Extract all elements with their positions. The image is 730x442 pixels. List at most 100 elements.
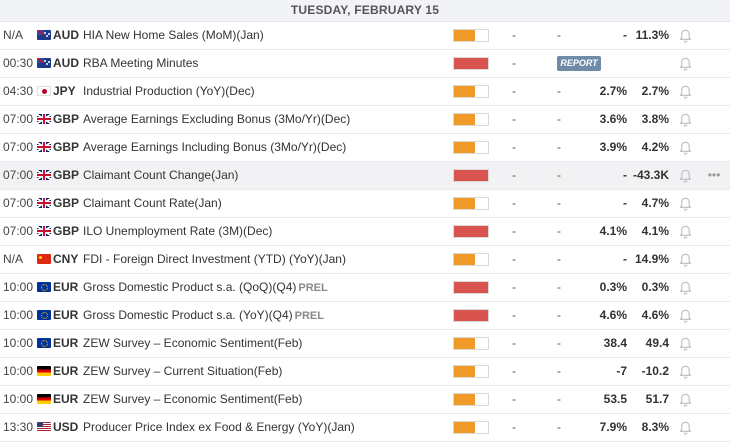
gb-flag-icon: [37, 198, 51, 208]
event-title[interactable]: ZEW Survey – Current Situation(Feb): [83, 358, 443, 385]
event-title-text: Industrial Production (YoY)(Dec): [83, 84, 255, 98]
event-row[interactable]: 10:00 EUR ZEW Survey – Economic Sentiment(…: [0, 330, 730, 358]
bell-icon[interactable]: [679, 169, 693, 183]
event-time: 13:30: [3, 420, 34, 434]
event-consensus: 4.7%: [641, 196, 669, 210]
event-title-text: RBA Meeting Minutes: [83, 56, 199, 70]
event-forecast: -: [557, 280, 561, 294]
event-title[interactable]: Average Earnings Excluding Bonus (3Mo/Yr…: [83, 106, 443, 133]
us-flag-icon: [37, 422, 51, 432]
event-row[interactable]: N/A CNY FDI - Foreign Direct Investment (Y…: [0, 246, 730, 274]
event-consensus: 49.4: [645, 336, 669, 350]
bell-icon[interactable]: [679, 197, 693, 211]
event-title[interactable]: Average Earnings Including Bonus (3Mo/Yr…: [83, 134, 443, 161]
bell-icon[interactable]: [679, 113, 693, 127]
event-title[interactable]: FDI - Foreign Direct Investment (YTD) (Y…: [83, 246, 443, 273]
impact-bar: [453, 85, 489, 98]
event-row[interactable]: 07:00 GBP ILO Unemployment Rate (3M)(Dec) -…: [0, 218, 730, 246]
event-title[interactable]: ZEW Survey – Economic Sentiment(Feb): [83, 330, 443, 357]
event-currency: EUR: [53, 308, 79, 322]
impact-bar-fill: [454, 394, 476, 405]
event-title[interactable]: ILO Unemployment Rate (3M)(Dec): [83, 218, 443, 245]
event-row[interactable]: 10:00 EUR ZEW Survey – Economic Sentiment(…: [0, 386, 730, 414]
bell-icon[interactable]: [679, 281, 693, 295]
bell-icon[interactable]: [679, 141, 693, 155]
event-previous: 38.4: [603, 336, 627, 350]
event-time: 07:00: [3, 168, 34, 182]
bell-icon[interactable]: [679, 365, 693, 379]
event-previous: 4.6%: [599, 308, 627, 322]
event-consensus: -10.2: [641, 364, 669, 378]
event-previous: 7.9%: [599, 420, 627, 434]
more-dots-icon[interactable]: •••: [707, 168, 721, 182]
event-currency: CNY: [53, 252, 79, 266]
event-row[interactable]: 10:00 EUR ZEW Survey – Current Situation(F…: [0, 358, 730, 386]
event-actual: -: [512, 56, 516, 70]
event-time: 07:00: [3, 140, 34, 154]
bell-icon[interactable]: [679, 85, 693, 99]
bell-icon[interactable]: [679, 57, 693, 71]
event-title[interactable]: Claimant Count Change(Jan): [83, 162, 443, 189]
event-forecast: -: [557, 140, 561, 154]
event-title[interactable]: RBA Meeting Minutes: [83, 50, 443, 77]
event-row[interactable]: 10:00 EUR Gross Domestic Product s.a. (QoQ…: [0, 274, 730, 302]
event-title[interactable]: Producer Price Index ex Food & Energy (Y…: [83, 414, 443, 441]
event-time: 07:00: [3, 196, 34, 210]
de-flag-icon: [37, 366, 51, 376]
event-title[interactable]: Gross Domestic Product s.a. (QoQ)(Q4) PRE…: [83, 274, 443, 301]
event-consensus: -43.3K: [632, 168, 669, 182]
event-row[interactable]: 07:00 GBP Claimant Count Rate(Jan) - - -4.7%: [0, 190, 730, 218]
report-button[interactable]: REPORT: [557, 56, 601, 71]
event-title[interactable]: Gross Domestic Product s.a. (YoY)(Q4) PRE…: [83, 302, 443, 329]
impact-bar: [453, 225, 489, 238]
gb-flag-icon: [37, 226, 51, 236]
impact-bar: [453, 253, 489, 266]
event-actual: -: [512, 336, 516, 350]
bell-icon[interactable]: [679, 253, 693, 267]
event-forecast: -: [557, 196, 561, 210]
bell-icon[interactable]: [679, 421, 693, 435]
event-previous: -: [623, 28, 627, 42]
bell-icon[interactable]: [679, 337, 693, 351]
event-row[interactable]: 04:30 JPY Industrial Production (YoY)(Dec)…: [0, 78, 730, 106]
bell-icon[interactable]: [679, 225, 693, 239]
event-actual: -: [512, 308, 516, 322]
event-title[interactable]: Claimant Count Rate(Jan): [83, 190, 443, 217]
event-consensus: 4.1%: [641, 224, 669, 238]
event-previous: 0.3%: [599, 280, 627, 294]
event-title[interactable]: HIA New Home Sales (MoM)(Jan): [83, 22, 443, 49]
impact-bar-fill: [454, 86, 476, 97]
event-row[interactable]: N/A AUD HIA New Home Sales (MoM)(Jan) - - -11…: [0, 22, 730, 50]
event-actual: -: [512, 224, 516, 238]
event-forecast: -: [557, 252, 561, 266]
bell-icon[interactable]: [679, 309, 693, 323]
bell-icon[interactable]: [679, 29, 693, 43]
event-currency: EUR: [53, 280, 79, 294]
event-row[interactable]: 10:00 EUR Gross Domestic Product s.a. (YoY…: [0, 302, 730, 330]
event-time: N/A: [3, 28, 24, 42]
event-currency: AUD: [53, 56, 79, 70]
event-currency: AUD: [53, 28, 79, 42]
event-row[interactable]: 07:00 GBP Claimant Count Change(Jan) - - - -43…: [0, 162, 730, 190]
impact-bar: [453, 197, 489, 210]
event-title[interactable]: ZEW Survey – Economic Sentiment(Feb): [83, 386, 443, 413]
event-title-text: Gross Domestic Product s.a. (QoQ)(Q4): [83, 280, 297, 294]
bell-icon[interactable]: [679, 393, 693, 407]
event-row[interactable]: 13:30 USD Producer Price Index ex Food & E…: [0, 414, 730, 442]
event-time: 10:00: [3, 280, 34, 294]
event-row[interactable]: 07:00 GBP Average Earnings Excluding Bonus…: [0, 106, 730, 134]
event-forecast: -: [557, 112, 561, 126]
event-currency: EUR: [53, 392, 79, 406]
impact-bar-fill: [454, 114, 476, 125]
event-currency: USD: [53, 420, 79, 434]
event-row[interactable]: 00:30 AUD RBA Meeting Minutes - REPORT: [0, 50, 730, 78]
impact-bar-fill: [454, 422, 476, 433]
event-currency: EUR: [53, 364, 79, 378]
event-previous: 4.1%: [599, 224, 627, 238]
event-time: 04:30: [3, 84, 34, 98]
event-consensus: 4.2%: [641, 140, 669, 154]
event-row[interactable]: 07:00 GBP Average Earnings Including Bonus…: [0, 134, 730, 162]
event-title[interactable]: Industrial Production (YoY)(Dec): [83, 78, 443, 105]
impact-bar-fill: [454, 142, 476, 153]
event-previous: -: [623, 252, 627, 266]
